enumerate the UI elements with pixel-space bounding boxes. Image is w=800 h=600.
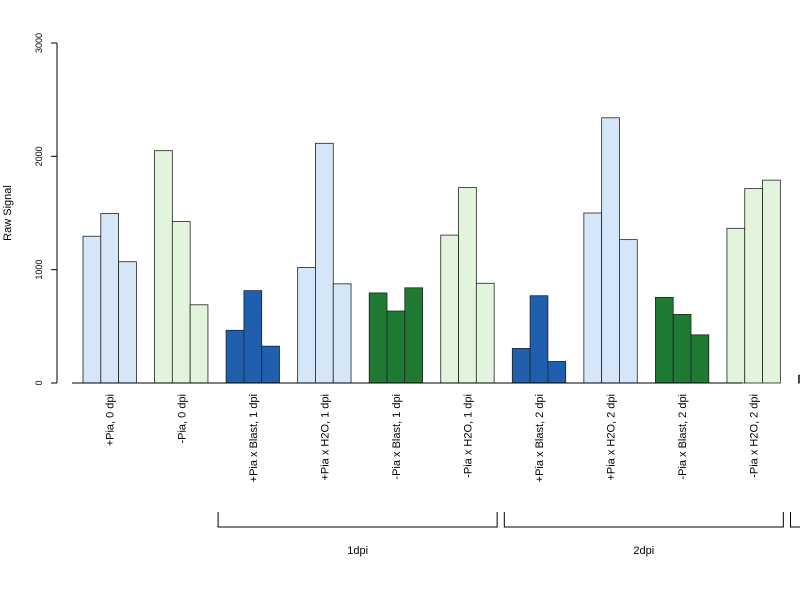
bar	[619, 239, 638, 384]
bar	[154, 150, 173, 384]
bars	[82, 117, 800, 384]
bar	[332, 283, 352, 384]
bar	[225, 329, 245, 384]
bar	[404, 287, 423, 384]
y-axis: 0 1000 2000 3000	[34, 33, 58, 386]
y-tick-label: 0	[34, 380, 44, 385]
group-bracket-label: 1dpi	[347, 545, 368, 557]
bar	[368, 292, 388, 384]
bar	[690, 334, 710, 384]
y-tick-label: 2000	[34, 146, 44, 166]
x-category-label: -Pia, 0 dpi	[176, 394, 188, 444]
y-axis-title: Raw Signal	[2, 185, 14, 241]
x-category-label: -Pia x Blast, 2 dpi	[677, 394, 689, 480]
bar	[601, 117, 620, 384]
bar	[82, 235, 102, 384]
bar	[798, 374, 800, 384]
bar	[583, 212, 603, 384]
bar	[744, 188, 763, 384]
bar	[458, 187, 477, 384]
category-labels: +Pia, 0 dpi -Pia, 0 dpi +Pia x Blast, 1 dp…	[105, 394, 761, 482]
x-category-label: -Pia x H2O, 2 dpi	[749, 394, 761, 478]
x-category-label: +Pia x H2O, 1 dpi	[319, 394, 331, 481]
bar	[189, 304, 209, 384]
x-category-label: +Pia x Blast, 2 dpi	[534, 394, 546, 482]
bar	[100, 213, 120, 384]
x-category-label: +Pia, 0 dpi	[105, 394, 117, 446]
bar	[315, 142, 334, 384]
bar	[726, 227, 746, 384]
x-category-label: +Pia x H2O, 2 dpi	[606, 394, 618, 481]
bar	[511, 348, 531, 384]
bar	[243, 290, 263, 384]
group-brackets: 1dpi2dpi3dpi5dpi	[217, 512, 800, 557]
bar	[762, 179, 781, 384]
bar	[171, 221, 191, 384]
x-category-label: +Pia x Blast, 1 dpi	[248, 394, 260, 482]
bar	[547, 361, 567, 384]
bar	[475, 282, 495, 384]
bar	[672, 314, 692, 384]
bar	[118, 261, 137, 384]
group-bracket	[217, 512, 498, 528]
group-bracket	[790, 512, 800, 528]
bar	[655, 297, 674, 384]
group-bracket-label: 2dpi	[633, 545, 654, 557]
bar	[529, 295, 549, 384]
bar	[297, 266, 316, 384]
bar	[261, 345, 280, 384]
x-category-label: -Pia x H2O, 1 dpi	[462, 394, 474, 478]
group-bracket	[503, 512, 784, 528]
y-tick-label: 3000	[34, 33, 44, 53]
y-tick-label: 1000	[34, 260, 44, 280]
bar	[386, 310, 406, 384]
bar	[440, 234, 459, 384]
x-category-label: -Pia x Blast, 1 dpi	[391, 394, 403, 480]
